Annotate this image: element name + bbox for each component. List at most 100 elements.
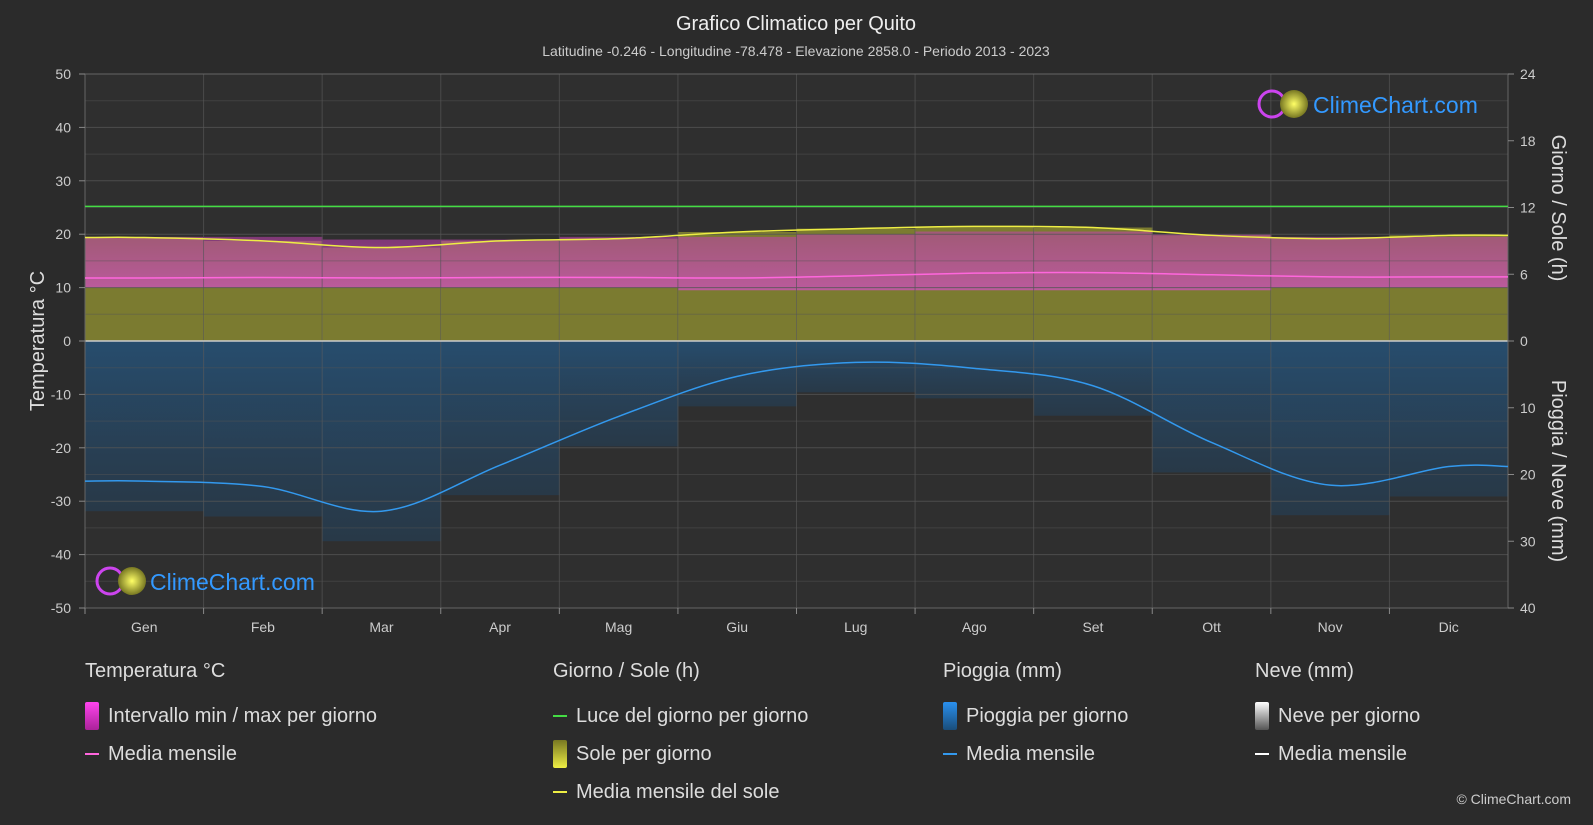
- legend-item: Media mensile: [1255, 735, 1420, 773]
- rain-mean-swatch: [943, 753, 957, 755]
- temp-range-bar: [796, 234, 916, 291]
- chart-subtitle: Latitudine -0.246 - Longitudine -78.478 …: [542, 43, 1050, 59]
- temp-range-bar: [1033, 231, 1153, 291]
- left-tick-label: -30: [51, 493, 71, 509]
- legend-item-label: Intervallo min / max per giorno: [108, 704, 378, 727]
- month-label: Mar: [369, 619, 393, 635]
- sunshine-swatch: [553, 740, 567, 768]
- temp-range-bar: [559, 236, 679, 288]
- temp-range-bar: [1389, 236, 1509, 288]
- right-axis-top-label: Giorno / Sole (h): [1547, 135, 1569, 282]
- logo-sun-icon: [118, 567, 146, 595]
- daylight-swatch: [553, 715, 567, 717]
- temp-range-bar: [915, 231, 1035, 291]
- month-label: Gen: [131, 619, 157, 635]
- rain-bar: [1270, 341, 1390, 516]
- month-label: Apr: [489, 619, 511, 635]
- month-label: Mag: [605, 619, 632, 635]
- right-tick-label: 30: [1520, 533, 1536, 549]
- legend-item-label: Media mensile: [966, 742, 1095, 765]
- left-tick-label: 30: [55, 173, 71, 189]
- left-tick-label: 40: [55, 119, 71, 135]
- snow-swatch: [1255, 702, 1269, 730]
- temp-range-swatch: [85, 702, 99, 730]
- legend-sun-header: Giorno / Sole (h): [553, 660, 700, 682]
- brand-text-top: ClimeChart.com: [1313, 92, 1478, 118]
- left-tick-label: -20: [51, 440, 71, 456]
- plot-area: 50 40 30 20 10 0 -10 -20 -30 -40 -50 24 18 12 6 0 10 20 30…: [51, 66, 1536, 635]
- logo-sun-icon: [1280, 90, 1308, 118]
- right-axis-bottom-label: Pioggia / Neve (mm): [1547, 380, 1569, 562]
- month-label: Ago: [962, 619, 987, 635]
- left-axis-label: Temperatura °C: [27, 271, 49, 411]
- temp-mean-swatch: [85, 753, 99, 755]
- rain-bar: [559, 341, 679, 447]
- temp-range-bar: [322, 239, 442, 288]
- rain-bar: [1389, 341, 1509, 497]
- right-tick-label: 6: [1520, 266, 1528, 282]
- legend-item: Sole per giorno: [553, 735, 808, 773]
- legend-snow-header: Neve (mm): [1255, 660, 1354, 682]
- legend-item-label: Luce del giorno per giorno: [576, 704, 809, 727]
- legend-rain: Pioggia (mm) Pioggia per giorno Media me…: [943, 660, 1128, 773]
- legend-rain-header: Pioggia (mm): [943, 660, 1062, 682]
- temp-range-bar: [1270, 236, 1390, 288]
- left-tick-label: -40: [51, 547, 71, 563]
- rain-bar: [1033, 341, 1153, 416]
- legend-item: Luce del giorno per giorno: [553, 697, 808, 735]
- temp-range-bar: [85, 236, 205, 288]
- month-label: Feb: [251, 619, 275, 635]
- left-tick-label: 20: [55, 226, 71, 242]
- brand-logo-bottom: ClimeChart.com: [95, 566, 315, 596]
- legend-item: Neve per giorno: [1255, 697, 1420, 735]
- temp-range-bar: [440, 239, 560, 288]
- legend-item-label: Sole per giorno: [576, 742, 712, 765]
- legend-item-label: Media mensile del sole: [576, 780, 780, 803]
- left-tick-label: 0: [63, 333, 71, 349]
- sun-mean-swatch: [553, 791, 567, 793]
- right-tick-label: 10: [1520, 400, 1536, 416]
- chart-title: Grafico Climatico per Quito: [676, 13, 916, 35]
- legend-snow: Neve (mm) Neve per giorno Media mensile: [1255, 660, 1420, 773]
- climate-chart: Grafico Climatico per Quito Latitudine -…: [27, 13, 1569, 635]
- legend-item-label: Pioggia per giorno: [966, 704, 1129, 727]
- copyright: © ClimeChart.com: [1456, 791, 1571, 807]
- right-tick-label: 40: [1520, 600, 1536, 616]
- temp-range-bar: [677, 236, 797, 291]
- month-label: Dic: [1439, 619, 1459, 635]
- month-label: Nov: [1318, 619, 1343, 635]
- left-tick-label: 10: [55, 280, 71, 296]
- right-tick-label: 12: [1520, 200, 1536, 216]
- brand-logo-top: ClimeChart.com: [1257, 89, 1478, 119]
- legend-item-label: Media mensile: [108, 742, 237, 765]
- sun-mean-line: [84, 225, 1509, 249]
- month-label: Lug: [844, 619, 867, 635]
- right-tick-label: 24: [1520, 66, 1536, 82]
- rain-bar: [915, 341, 1035, 399]
- month-label: Giu: [726, 619, 748, 635]
- rain-bar: [440, 341, 560, 496]
- legend-temperature: Temperatura °C Intervallo min / max per …: [85, 660, 377, 773]
- rain-mean-line: [84, 361, 1509, 513]
- rain-swatch: [943, 702, 957, 730]
- rain-bar: [85, 341, 205, 512]
- left-tick-label: 50: [55, 66, 71, 82]
- left-tick-label: -50: [51, 600, 71, 616]
- rain-bar: [677, 341, 797, 407]
- brand-text-bottom: ClimeChart.com: [150, 569, 315, 595]
- temp-mean-line: [84, 271, 1508, 279]
- left-tick-label: -10: [51, 386, 71, 402]
- legend-item: Intervallo min / max per giorno: [85, 697, 377, 735]
- right-tick-label: 18: [1520, 133, 1536, 149]
- snow-mean-swatch: [1255, 753, 1269, 755]
- legend-item-label: Neve per giorno: [1278, 704, 1421, 727]
- rain-bar: [796, 341, 916, 393]
- legend-temperature-header: Temperatura °C: [85, 660, 226, 682]
- legend-item: Media mensile: [85, 735, 377, 773]
- temp-range-bar: [1152, 234, 1272, 291]
- temp-range-bar: [203, 236, 323, 288]
- legend-item: Media mensile: [943, 735, 1128, 773]
- legend-item-label: Media mensile: [1278, 742, 1407, 765]
- legend-item: Pioggia per giorno: [943, 697, 1128, 735]
